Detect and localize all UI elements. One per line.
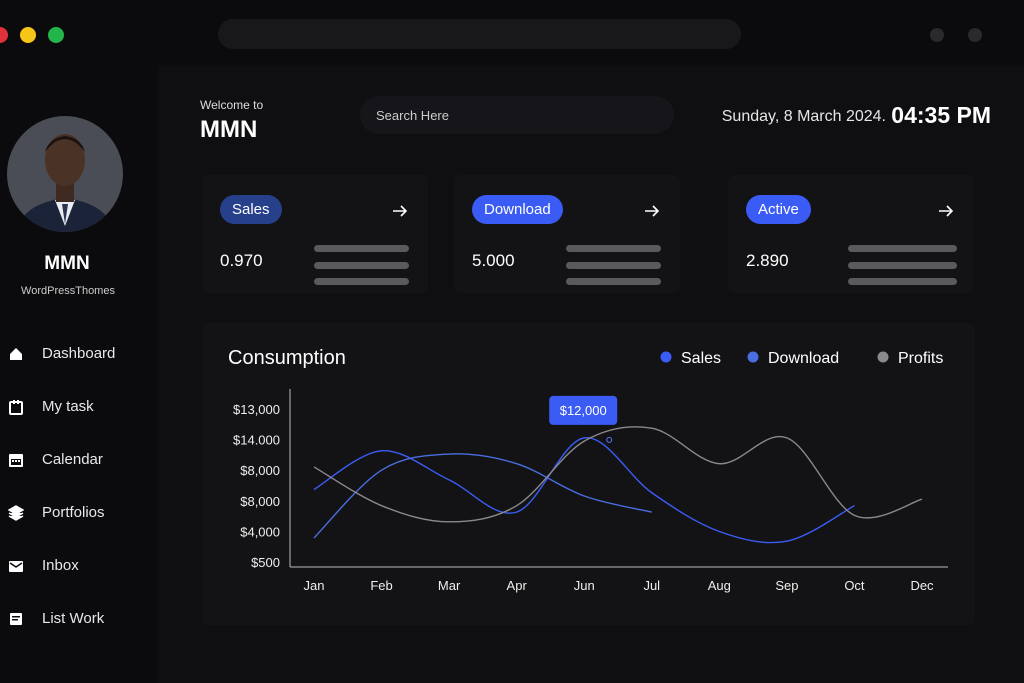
y-tick-label: $13,000: [233, 402, 280, 417]
y-tick-label: $4,000: [240, 524, 280, 539]
nav-item[interactable]: Portfolios: [8, 504, 105, 521]
placeholder-bar: [566, 278, 661, 285]
nav-icon: [8, 504, 24, 521]
profile-name: MMN: [44, 253, 90, 274]
card-arrow[interactable]: [392, 204, 408, 218]
placeholder-bar: [566, 245, 661, 252]
stat-card[interactable]: Sales 0.970: [202, 175, 428, 293]
window-dot[interactable]: [0, 27, 8, 43]
welcome: Welcome to: [200, 98, 264, 112]
card-arrow[interactable]: [938, 204, 954, 218]
chart-title: Consumption: [228, 347, 346, 369]
avatar-figure: [17, 134, 113, 232]
avatar: [7, 116, 123, 232]
placeholder-bar: [566, 262, 661, 269]
y-tick-label: $14.000: [233, 433, 280, 448]
nav-item[interactable]: Inbox: [8, 557, 79, 574]
window-dot[interactable]: [48, 27, 64, 43]
card-value: 0.970: [220, 251, 263, 270]
annotation-point: [606, 436, 613, 443]
x-tick-label: Feb: [370, 578, 392, 593]
annotation: $12,000: [560, 403, 607, 418]
nav-label: My task: [42, 398, 94, 415]
stat-card[interactable]: Download 5.000: [454, 175, 680, 293]
card-value: 5.000: [472, 251, 515, 270]
nav-icon: [9, 399, 23, 415]
series-line: [313, 426, 923, 523]
time: 04:35 PM: [891, 102, 991, 128]
nav-label: Inbox: [42, 557, 79, 574]
chart-card: Consumption $500 $4,000 $8,000 $8,000 $14.00…: [202, 323, 975, 625]
x-tick-label: Jul: [643, 578, 660, 593]
nav-icon: [9, 453, 23, 467]
x-tick-label: Jun: [574, 578, 595, 593]
card-label: Download: [472, 195, 563, 224]
nav-label: Calendar: [42, 451, 103, 468]
nav-item[interactable]: List Work: [8, 610, 104, 627]
y-tick-label: $500: [251, 555, 280, 570]
nav-label: Dashboard: [42, 345, 116, 362]
address-bar[interactable]: [218, 19, 741, 49]
nav-label: List Work: [42, 610, 105, 627]
x-tick-label: Mar: [438, 578, 461, 593]
search-placeholder: Search Here: [376, 108, 449, 123]
nav-item[interactable]: My task: [8, 398, 94, 415]
date: Sunday, 8 March 2024.: [721, 108, 886, 125]
legend-label: Download: [768, 350, 839, 367]
x-tick-label: Apr: [507, 578, 528, 593]
placeholder-bar: [848, 245, 957, 252]
x-tick-label: Dec: [910, 578, 934, 593]
search-box[interactable]: Search Here: [360, 96, 674, 134]
legend-swatch: [747, 351, 759, 363]
legend-label: Sales: [681, 350, 721, 367]
legend-swatch: [660, 351, 672, 363]
legend-label: Profits: [898, 350, 943, 367]
card-label: Active: [746, 195, 811, 224]
x-tick-label: Oct: [844, 578, 865, 593]
stat-card[interactable]: Active 2.890: [728, 175, 974, 293]
y-tick-label: $8,000: [240, 463, 280, 478]
card-label: Sales: [220, 195, 282, 224]
annotation-box: [549, 395, 618, 425]
x-tick-label: Jan: [304, 578, 325, 593]
nav-label: Portfolios: [42, 504, 105, 521]
nav-item[interactable]: Dashboard: [8, 345, 115, 362]
nav-icon: [10, 612, 22, 625]
nav-item[interactable]: Calendar: [8, 451, 103, 468]
placeholder-bar: [848, 278, 957, 285]
window-button[interactable]: [968, 28, 982, 42]
placeholder-bar: [314, 278, 409, 285]
series-line: [313, 453, 652, 539]
placeholder-bar: [314, 245, 409, 252]
card-value: 2.890: [746, 251, 789, 270]
legend-swatch: [877, 351, 889, 363]
card-arrow[interactable]: [644, 204, 660, 218]
chart: Consumption $500 $4,000 $8,000 $8,000 $14.00…: [228, 347, 948, 593]
series-line: [313, 437, 855, 544]
x-tick-label: Aug: [708, 578, 731, 593]
placeholder-bar: [848, 262, 957, 269]
nav-icon: [10, 347, 22, 360]
y-tick-label: $8,000: [240, 494, 280, 509]
x-tick-label: Sep: [775, 578, 798, 593]
window-button[interactable]: [930, 28, 944, 42]
nav-icon: [9, 560, 23, 572]
profile-subtitle: WordPressThomes: [21, 285, 115, 297]
placeholder-bar: [314, 262, 409, 269]
brand: MMN: [200, 116, 258, 143]
window-dot[interactable]: [20, 27, 36, 43]
